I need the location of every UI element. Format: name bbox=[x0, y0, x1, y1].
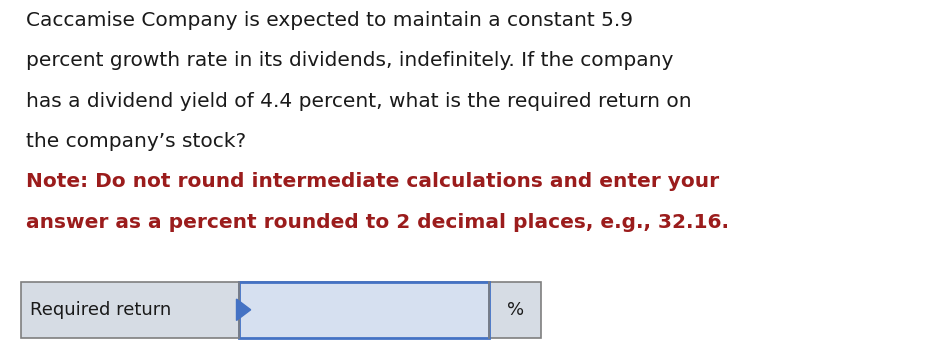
Bar bbox=[21, 282, 541, 338]
Text: the company’s stock?: the company’s stock? bbox=[26, 132, 247, 151]
Text: answer as a percent rounded to 2 decimal places, e.g., 32.16.: answer as a percent rounded to 2 decimal… bbox=[26, 213, 729, 232]
Text: Caccamise Company is expected to maintain a constant 5.9: Caccamise Company is expected to maintai… bbox=[26, 11, 634, 30]
Polygon shape bbox=[236, 299, 251, 320]
Text: has a dividend yield of 4.4 percent, what is the required return on: has a dividend yield of 4.4 percent, wha… bbox=[26, 92, 692, 111]
Bar bbox=[239, 282, 489, 338]
Text: Required return: Required return bbox=[30, 301, 171, 319]
Text: %: % bbox=[506, 301, 524, 319]
Text: Note: Do not round intermediate calculations and enter your: Note: Do not round intermediate calculat… bbox=[26, 172, 720, 191]
Text: percent growth rate in its dividends, indefinitely. If the company: percent growth rate in its dividends, in… bbox=[26, 51, 674, 70]
